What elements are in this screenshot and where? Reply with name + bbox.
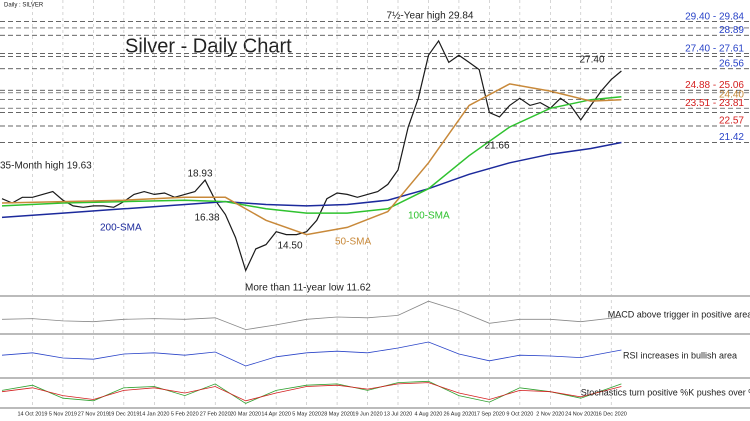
x-tick-label: 13 Jul 2020 [384,411,412,417]
level-label: 29.40 - 29.84 [685,11,744,22]
level-label: 21.42 [719,132,744,143]
indicator-line [1,382,622,402]
series-line [1,83,622,236]
x-tick-label: 5 Feb 2020 [171,411,199,417]
x-tick-label: 4 Aug 2020 [415,411,443,417]
x-tick-label: 14 Jan 2020 [139,411,169,417]
annotation: 50-SMA [335,237,371,248]
indicator-label: MACD above trigger in positive area [608,309,750,319]
series-line [1,141,622,219]
level-label: 27.40 - 27.61 [685,43,744,54]
source-label: Daily : SILVER [4,3,44,9]
x-tick-label: 24 Nov 2020 [565,411,596,417]
annotation: 35-Month high 19.63 [0,161,92,172]
indicator-line [1,341,622,367]
level-label: 26.56 [719,58,744,69]
annotation: 18.93 [187,169,212,180]
annotation: More than 11-year low 11.62 [245,283,371,294]
x-tick-label: 20 Mar 2020 [230,411,261,417]
indicator-line [1,300,622,331]
level-label: 28.89 [719,25,744,36]
x-tick-label: 2 Nov 2020 [536,411,564,417]
indicator-label: RSI increases in bullish area [623,350,737,360]
x-tick-label: 14 Apr 2020 [261,411,291,417]
chart-title: Silver - Daily Chart [125,35,292,57]
annotation: 200-SMA [100,223,142,234]
series-line [1,96,622,214]
annotation: 100-SMA [408,211,450,222]
x-tick-label: 27 Nov 2019 [78,411,109,417]
x-tick-label: 14 Oct 2019 [17,411,47,417]
x-tick-label: 5 May 2020 [292,411,321,417]
x-tick-label: 26 Aug 2020 [443,411,474,417]
x-tick-label: 19 Dec 2019 [108,411,139,417]
x-tick-label: 5 Nov 2019 [49,411,77,417]
level-label: 22.57 [719,116,744,127]
level-label: 24.40 [719,89,744,100]
annotation: 27.40 [579,55,604,66]
indicator-label: Stochastics turn positive %K pushes over… [581,387,750,397]
x-tick-label: 28 May 2020 [321,411,353,417]
x-tick-label: 17 Sep 2020 [474,411,505,417]
x-tick-label: 27 Feb 2020 [200,411,231,417]
x-tick-label: 19 Jun 2020 [352,411,382,417]
annotation: 7½-Year high 29.84 [387,11,474,22]
level-label: 23.51 - 23.81 [685,98,744,109]
x-tick-label: 16 Dec 2020 [596,411,627,417]
annotation: 16.38 [194,213,219,224]
annotation: 14.50 [277,241,302,252]
x-tick-label: 9 Oct 2020 [506,411,533,417]
series-line [1,39,622,273]
annotation: 21.66 [484,141,509,152]
level-label: 24.88 - 25.06 [685,80,744,91]
